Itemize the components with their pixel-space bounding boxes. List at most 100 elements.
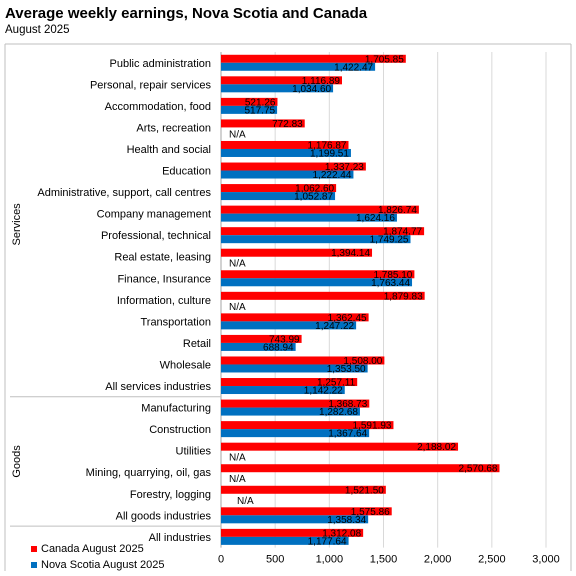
bar xyxy=(221,407,360,416)
data-label: 688.94 xyxy=(263,342,294,353)
data-label: 1,199.51 xyxy=(310,148,349,159)
bar xyxy=(221,140,349,149)
bar xyxy=(221,421,394,430)
data-label: 2,570.68 xyxy=(459,464,498,475)
legend-swatch xyxy=(31,562,37,568)
category-label: Company management xyxy=(97,209,211,221)
data-label: 1,353.50 xyxy=(327,364,366,375)
data-label: 1,177.64 xyxy=(308,536,347,547)
labels: Public administration 1,705.851,422.47 Per… xyxy=(37,54,498,547)
data-label: 1,575.86 xyxy=(351,507,390,518)
category-label: Education xyxy=(162,166,211,178)
bar xyxy=(221,536,349,545)
category-label: Personal, repair services xyxy=(90,79,212,91)
data-label: 1,116.89 xyxy=(302,76,341,87)
data-label: 1,367.64 xyxy=(328,429,367,440)
bar xyxy=(221,213,397,222)
bar xyxy=(221,248,373,257)
bar xyxy=(221,105,278,114)
chart-title: Average weekly earnings, Nova Scotia and… xyxy=(5,5,368,22)
x-tick-label: 2,500 xyxy=(478,554,506,566)
category-label: Wholesale xyxy=(160,359,211,371)
category-label: Retail xyxy=(183,338,211,350)
category-label: Forestry, logging xyxy=(130,489,211,501)
data-label: 1,591.93 xyxy=(353,421,392,432)
bar xyxy=(221,356,385,365)
data-label: 1,062.60 xyxy=(295,184,334,195)
data-label: 2,188.02 xyxy=(417,442,456,453)
bar xyxy=(221,386,345,395)
bar xyxy=(221,235,411,244)
legend-label: Canada August 2025 xyxy=(41,543,144,555)
bar xyxy=(221,399,370,408)
bar xyxy=(221,291,425,300)
bar xyxy=(221,227,425,236)
bar xyxy=(221,342,296,351)
category-label: Administrative, support, call centres xyxy=(37,187,211,199)
category-label: Construction xyxy=(149,424,211,436)
category-label: Arts, recreation xyxy=(136,122,211,134)
data-label: 1,785.10 xyxy=(373,270,412,281)
bar xyxy=(221,184,337,193)
data-label: 1,257.11 xyxy=(317,378,356,389)
bar xyxy=(221,148,351,157)
bar xyxy=(221,76,342,85)
data-label: 743.99 xyxy=(269,334,300,345)
category-label: Finance, Insurance xyxy=(117,273,211,285)
data-label: 1,312.08 xyxy=(322,528,361,539)
category-label: Accommodation, food xyxy=(105,101,211,113)
bar xyxy=(221,515,369,524)
category-label: Health and social xyxy=(127,144,211,156)
x-tick-label: 1,000 xyxy=(316,554,344,566)
data-label: 1,874.77 xyxy=(383,227,422,238)
bar xyxy=(221,84,334,93)
bar xyxy=(221,119,305,128)
na-label: N/A xyxy=(229,302,246,313)
bar xyxy=(221,313,369,322)
bar xyxy=(221,507,392,516)
na-label: N/A xyxy=(237,496,254,507)
category-label: Real estate, leasing xyxy=(114,252,211,264)
group-label: Services xyxy=(11,203,23,246)
data-label: 521.26 xyxy=(245,97,276,108)
bar xyxy=(221,321,357,330)
data-label: 1,763.44 xyxy=(371,278,410,289)
data-label: 1,394.14 xyxy=(331,248,370,259)
legend-swatch xyxy=(31,546,37,552)
data-label: 1,282.68 xyxy=(319,407,358,418)
bar xyxy=(221,528,364,537)
bar xyxy=(221,192,336,201)
bar xyxy=(221,278,413,287)
bar xyxy=(221,170,354,179)
data-label: 1,368.73 xyxy=(328,399,367,410)
bar xyxy=(221,429,370,438)
na-label: N/A xyxy=(229,453,246,464)
bar xyxy=(221,485,386,494)
bar xyxy=(221,162,366,171)
category-label: Public administration xyxy=(110,58,212,70)
data-label: 1,879.83 xyxy=(384,291,423,302)
bar xyxy=(221,464,500,473)
data-label: 1,826.74 xyxy=(378,205,417,216)
chart-subtitle: August 2025 xyxy=(5,24,70,36)
category-label: All industries xyxy=(149,532,212,544)
category-label: Mining, quarrying, oil, gas xyxy=(86,467,212,479)
data-label: 1,247.22 xyxy=(315,321,354,332)
legend-label: Nova Scotia August 2025 xyxy=(41,559,165,571)
na-label: N/A xyxy=(229,474,246,485)
bar xyxy=(221,334,302,343)
bar xyxy=(221,364,368,373)
bar xyxy=(221,378,358,387)
group-label: Goods xyxy=(11,445,23,478)
bars xyxy=(221,54,500,545)
data-label: 1,521.50 xyxy=(345,485,384,496)
data-label: 1,034.60 xyxy=(292,84,331,95)
bar xyxy=(221,97,278,106)
data-label: 1,508.00 xyxy=(343,356,382,367)
x-tick-label: 3,000 xyxy=(532,554,560,566)
data-label: 1,705.85 xyxy=(365,54,404,65)
group-separators: Services Goods xyxy=(10,203,221,527)
x-tick-label: 2,000 xyxy=(424,554,452,566)
na-label: N/A xyxy=(229,129,246,140)
